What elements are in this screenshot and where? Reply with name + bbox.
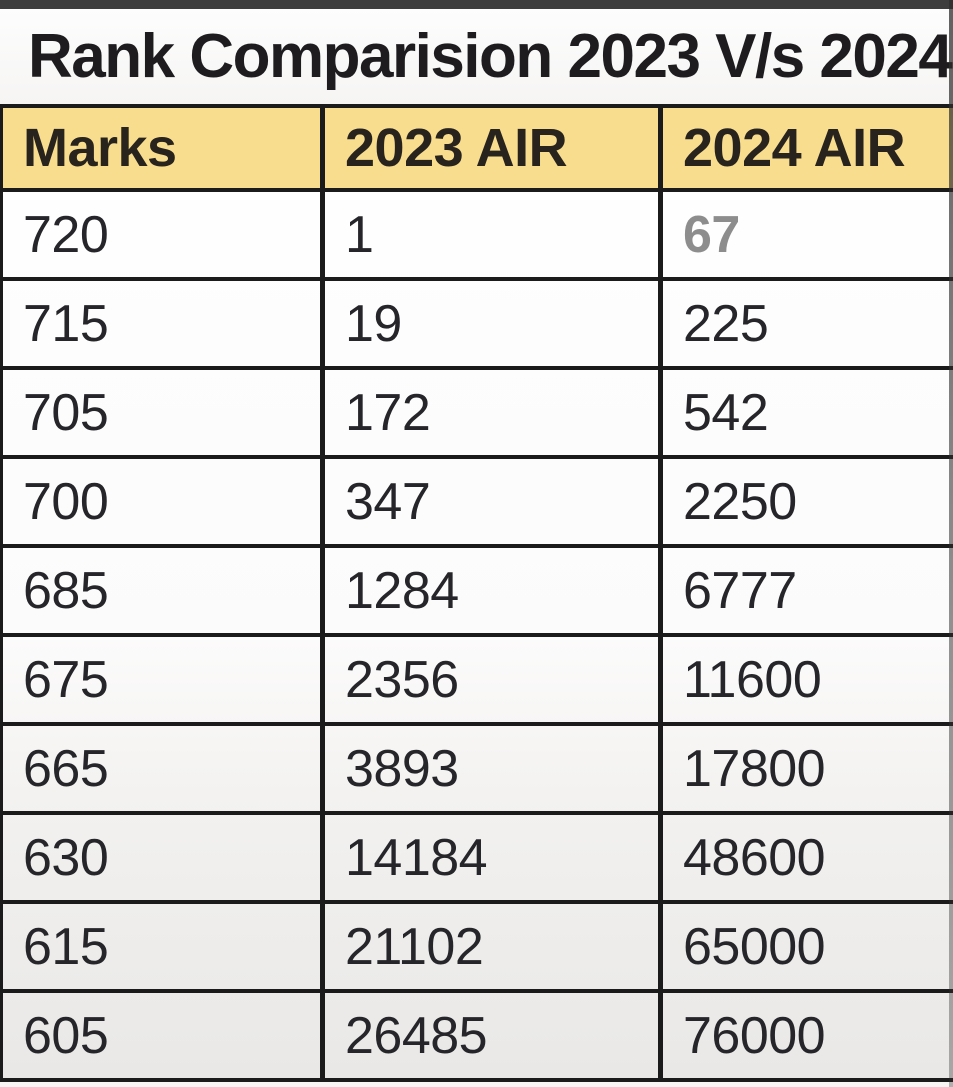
cell-marks: 630: [3, 815, 325, 900]
cell-air-2023: 3893: [325, 726, 663, 811]
cell-air-2024: 6777: [683, 561, 797, 620]
cell-marks: 700: [3, 459, 325, 544]
table-row: 615 21102 65000: [3, 904, 953, 993]
table-body: 720 1 67 715 19 225 705 172 542 700 347 …: [3, 192, 953, 1082]
cell-marks: 665: [3, 726, 325, 811]
cell-air-2024: 76000: [683, 1006, 826, 1065]
cell-marks: 715: [3, 281, 325, 366]
table-row: 630 14184 48600: [3, 815, 953, 904]
cell-air-2024: 65000: [683, 917, 826, 976]
table-row: 720 1 67: [3, 192, 953, 281]
cell-marks: 705: [3, 370, 325, 455]
table-row: 685 1284 6777: [3, 548, 953, 637]
title-area: Rank Comparision 2023 V/s 2024: [0, 9, 953, 104]
table-row: 715 19 225: [3, 281, 953, 370]
cell-air-2023: 14184: [325, 815, 663, 900]
cell-air-2024: 48600: [683, 828, 826, 887]
cell-air-2023: 347: [325, 459, 663, 544]
header-cell-2023-air: 2023 AIR: [325, 108, 663, 188]
cell-air-2024: 542: [683, 383, 769, 442]
cell-air-2024: 225: [683, 294, 769, 353]
table-row: 665 3893 17800: [3, 726, 953, 815]
cell-air-2023: 26485: [325, 993, 663, 1078]
cell-marks: 720: [3, 192, 325, 277]
cell-marks: 605: [3, 993, 325, 1078]
cell-air-2024: 2250: [683, 472, 797, 531]
header-cell-2024-air: 2024 AIR: [663, 108, 953, 188]
page-title: Rank Comparision 2023 V/s 2024: [28, 22, 953, 91]
cell-air-2024: 11600: [683, 650, 822, 709]
rank-comparison-table: Marks 2023 AIR 2024 AIR 720 1 67 715 19 …: [0, 104, 953, 1082]
cell-air-2023: 2356: [325, 637, 663, 722]
cell-marks: 615: [3, 904, 325, 989]
cell-marks: 675: [3, 637, 325, 722]
cell-air-2023: 19: [325, 281, 663, 366]
top-dark-bar: [0, 0, 953, 9]
cell-air-2023: 1: [325, 192, 663, 277]
table-row: 705 172 542: [3, 370, 953, 459]
cell-air-2023: 172: [325, 370, 663, 455]
cell-air-2023: 21102: [325, 904, 663, 989]
cell-air-2024: 17800: [683, 739, 826, 798]
table-row: 675 2356 11600: [3, 637, 953, 726]
cell-air-2024: 67: [683, 205, 740, 264]
table-row: 605 26485 76000: [3, 993, 953, 1082]
table-row: 700 347 2250: [3, 459, 953, 548]
table-header-row: Marks 2023 AIR 2024 AIR: [3, 108, 953, 192]
header-cell-marks: Marks: [3, 108, 325, 188]
cell-air-2023: 1284: [325, 548, 663, 633]
cell-marks: 685: [3, 548, 325, 633]
